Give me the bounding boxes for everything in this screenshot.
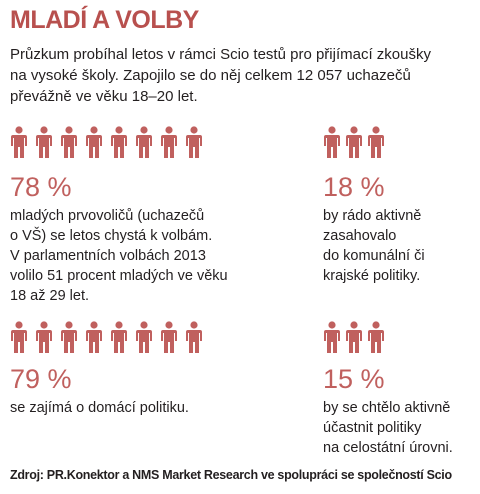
stat-line: účastnit politiky — [323, 420, 422, 436]
stat-line: krajské politiky. — [323, 268, 421, 284]
stat-line: do komunální či — [323, 248, 425, 264]
stat-line: na celostátní úrovni. — [323, 440, 453, 456]
stat-text: se zajímá o domácí politiku. — [10, 398, 189, 418]
intro-line: převážně ve věku 18–20 let. — [10, 88, 198, 105]
stat-value: 15 % — [323, 364, 385, 394]
pictogram — [11, 321, 202, 353]
source: Zdroj: PR.Konektor a NMS Market Research… — [10, 468, 452, 482]
intro-line: Průzkum probíhal letos v rámci Scio test… — [10, 46, 431, 63]
stat-value: 18 % — [323, 172, 385, 202]
stat-line: o VŠ) se letos chystá k volbám. — [10, 228, 213, 244]
pictogram — [324, 126, 384, 158]
pictogram — [11, 126, 202, 158]
stat-line: by se chtělo aktivně — [323, 400, 451, 416]
title: MLADÍ A VOLBY — [10, 6, 199, 34]
stat-value: 78 % — [10, 172, 72, 202]
stat-line: mladých prvovoličů (uchazečů — [10, 208, 205, 224]
stat-text: by se chtělo aktivně účastnit politiky na … — [323, 398, 453, 458]
stat-line: zasahovalo — [323, 228, 397, 244]
intro: Průzkum probíhal letos v rámci Scio test… — [10, 44, 431, 107]
stat-value: 79 % — [10, 364, 72, 394]
stat-line: 18 až 29 let. — [10, 288, 89, 304]
stat-line: se zajímá o domácí politiku. — [10, 400, 189, 416]
stat-line: volilo 51 procent mladých ve věku — [10, 268, 228, 284]
stat-text: by rádo aktivně zasahovalo do komunální či… — [323, 206, 425, 286]
stat-line: V parlamentních volbách 2013 — [10, 248, 206, 264]
stat-line: by rádo aktivně — [323, 208, 422, 224]
intro-line: na vysoké školy. Zapojilo se do něj celk… — [10, 67, 411, 84]
pictogram — [324, 321, 384, 353]
stat-text: mladých prvovoličů (uchazečů o VŠ) se let… — [10, 206, 228, 306]
